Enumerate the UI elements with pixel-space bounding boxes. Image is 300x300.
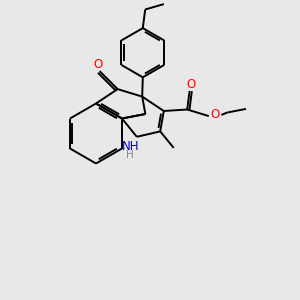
Text: O: O bbox=[211, 108, 220, 121]
Text: O: O bbox=[93, 58, 102, 71]
Text: H: H bbox=[126, 150, 134, 160]
Text: NH: NH bbox=[122, 140, 139, 153]
Text: O: O bbox=[186, 78, 195, 91]
